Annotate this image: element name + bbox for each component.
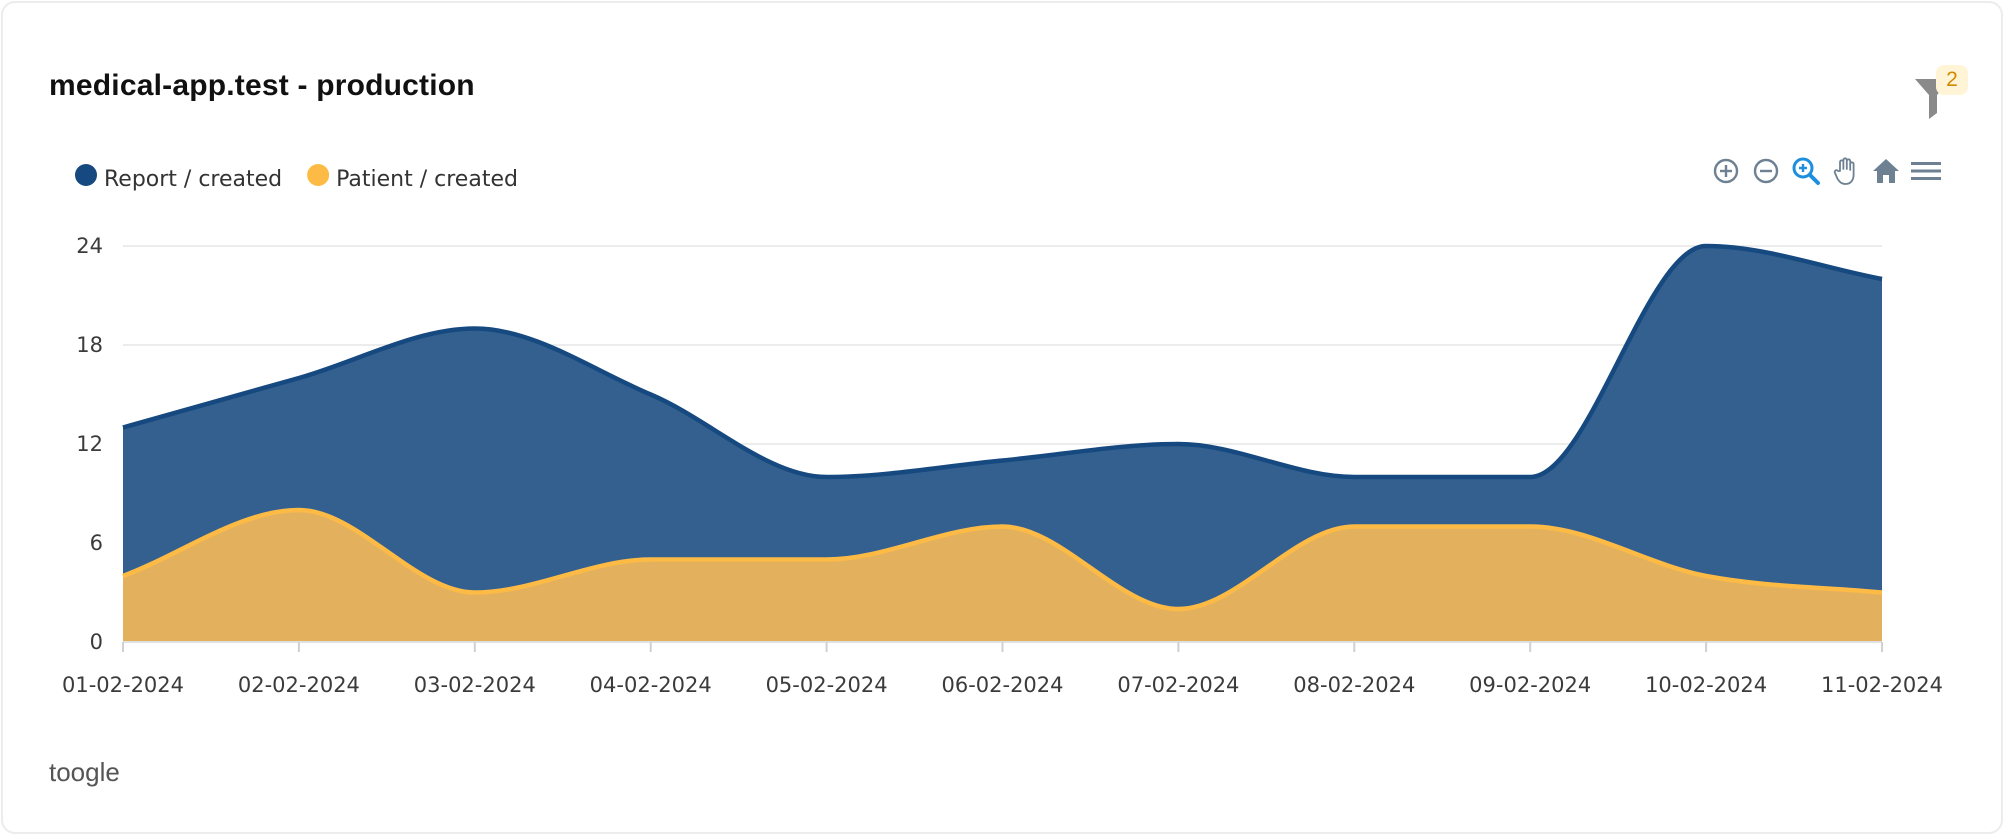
data-point-report (1526, 473, 1534, 481)
filter-count-badge: 2 (1936, 65, 1968, 95)
reset-zoom-button[interactable] (1869, 153, 1903, 189)
data-point-report (999, 457, 1007, 465)
zoom-out-icon (1753, 158, 1779, 184)
chart-toolbar (1709, 153, 1949, 189)
data-point-patient (1174, 605, 1182, 613)
series-area-patient (123, 510, 1882, 642)
data-point-report (1702, 242, 1710, 250)
x-tick-label: 06-02-2024 (941, 673, 1063, 697)
pan-icon (1833, 157, 1855, 185)
series-line-patient (122, 507, 1883, 612)
data-point-patient (1526, 523, 1534, 531)
data-point-patient (119, 572, 127, 580)
x-tick-label: 09-02-2024 (1469, 673, 1591, 697)
data-point-patient (999, 523, 1007, 531)
x-tick-label: 10-02-2024 (1645, 673, 1767, 697)
card-title: medical-app.test - production (49, 69, 475, 102)
data-point-patient (823, 556, 831, 564)
x-tick-label: 07-02-2024 (1117, 673, 1239, 697)
zoom-in-button[interactable] (1709, 153, 1743, 189)
x-tick-label: 11-02-2024 (1821, 673, 1943, 697)
data-point-patient (1702, 572, 1710, 580)
data-point-report (119, 424, 127, 432)
selection-zoom-icon (1792, 157, 1820, 185)
y-tick-label: 0 (90, 630, 103, 654)
y-tick-label: 24 (76, 234, 103, 258)
data-point-report (471, 325, 479, 333)
data-point-patient (1350, 523, 1358, 531)
x-tick-label: 03-02-2024 (414, 673, 536, 697)
zoom-in-icon (1713, 158, 1739, 184)
data-point-report (1174, 440, 1182, 448)
x-tick-label: 04-02-2024 (590, 673, 712, 697)
toggle-link[interactable]: toogle (49, 757, 120, 787)
series-line-report (122, 243, 1883, 480)
legend-marker-report (75, 164, 97, 186)
legend-marker-patient (307, 164, 330, 186)
menu-icon (1911, 162, 1941, 180)
data-point-report (295, 374, 303, 382)
legend-label-report: Report / created (104, 167, 282, 192)
reset-zoom-icon (1873, 159, 1899, 183)
y-tick-label: 18 (76, 333, 103, 357)
pan-button[interactable] (1829, 153, 1863, 189)
zoom-out-button[interactable] (1749, 153, 1783, 189)
data-point-patient (647, 556, 655, 564)
x-tick-label: 08-02-2024 (1293, 673, 1415, 697)
x-tick-label: 05-02-2024 (766, 673, 888, 697)
data-point-patient (471, 589, 479, 597)
data-point-report (647, 391, 655, 399)
data-point-report (1350, 473, 1358, 481)
selection-zoom-button[interactable] (1789, 153, 1823, 189)
data-point-patient (295, 506, 303, 514)
data-point-patient (1878, 589, 1886, 597)
data-point-report (823, 473, 831, 481)
y-tick-label: 6 (90, 531, 103, 555)
chart-menu-button[interactable] (1909, 153, 1943, 189)
x-tick-label: 01-02-2024 (62, 673, 184, 697)
y-tick-label: 12 (76, 432, 103, 456)
data-point-report (1878, 275, 1886, 283)
x-tick-label: 02-02-2024 (238, 673, 360, 697)
legend-label-patient: Patient / created (336, 167, 518, 192)
